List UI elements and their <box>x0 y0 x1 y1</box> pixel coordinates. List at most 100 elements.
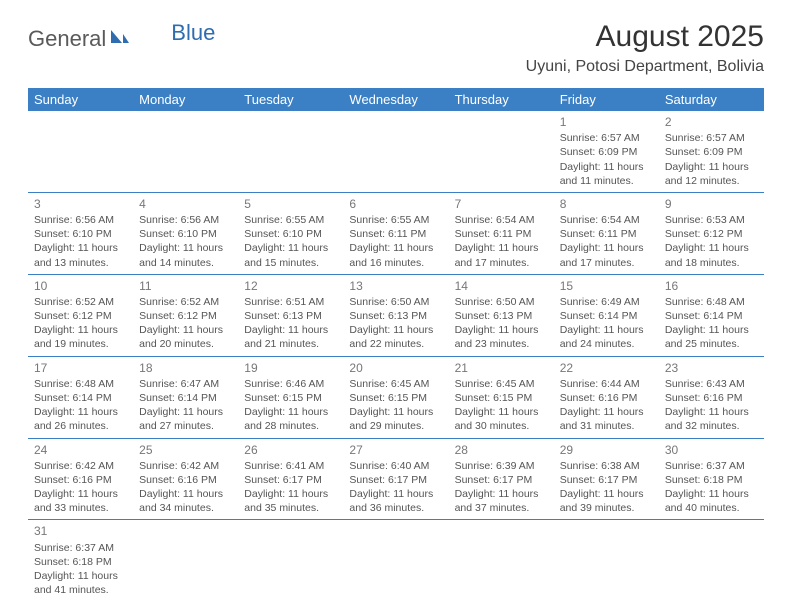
daylight-text: Daylight: 11 hours and 29 minutes. <box>349 405 442 433</box>
sunrise-text: Sunrise: 6:48 AM <box>665 295 758 309</box>
calendar-week-row: 1Sunrise: 6:57 AMSunset: 6:09 PMDaylight… <box>28 111 764 192</box>
sunset-text: Sunset: 6:10 PM <box>34 227 127 241</box>
page-subtitle: Uyuni, Potosi Department, Bolivia <box>526 58 764 76</box>
day-number: 23 <box>665 360 758 376</box>
calendar-cell: 23Sunrise: 6:43 AMSunset: 6:16 PMDayligh… <box>659 356 764 438</box>
logo-text-1: General <box>28 26 106 52</box>
day-number: 9 <box>665 196 758 212</box>
day-number: 1 <box>560 114 653 130</box>
sunset-text: Sunset: 6:09 PM <box>665 145 758 159</box>
daylight-text: Daylight: 11 hours and 12 minutes. <box>665 160 758 188</box>
sunrise-text: Sunrise: 6:52 AM <box>139 295 232 309</box>
day-number: 28 <box>455 442 548 458</box>
sunset-text: Sunset: 6:18 PM <box>34 555 127 569</box>
day-number: 13 <box>349 278 442 294</box>
sunset-text: Sunset: 6:12 PM <box>34 309 127 323</box>
daylight-text: Daylight: 11 hours and 17 minutes. <box>560 241 653 269</box>
sunset-text: Sunset: 6:14 PM <box>34 391 127 405</box>
calendar-cell: 9Sunrise: 6:53 AMSunset: 6:12 PMDaylight… <box>659 192 764 274</box>
calendar-cell: 10Sunrise: 6:52 AMSunset: 6:12 PMDayligh… <box>28 274 133 356</box>
day-number: 24 <box>34 442 127 458</box>
calendar-week-row: 31Sunrise: 6:37 AMSunset: 6:18 PMDayligh… <box>28 520 764 601</box>
sunset-text: Sunset: 6:16 PM <box>560 391 653 405</box>
calendar-cell <box>343 111 448 192</box>
calendar-cell: 24Sunrise: 6:42 AMSunset: 6:16 PMDayligh… <box>28 438 133 520</box>
sunset-text: Sunset: 6:14 PM <box>560 309 653 323</box>
sunrise-text: Sunrise: 6:55 AM <box>244 213 337 227</box>
daylight-text: Daylight: 11 hours and 31 minutes. <box>560 405 653 433</box>
calendar-cell: 6Sunrise: 6:55 AMSunset: 6:11 PMDaylight… <box>343 192 448 274</box>
daylight-text: Daylight: 11 hours and 22 minutes. <box>349 323 442 351</box>
calendar-cell <box>133 111 238 192</box>
day-number: 25 <box>139 442 232 458</box>
daylight-text: Daylight: 11 hours and 11 minutes. <box>560 160 653 188</box>
daylight-text: Daylight: 11 hours and 18 minutes. <box>665 241 758 269</box>
sunset-text: Sunset: 6:15 PM <box>244 391 337 405</box>
col-friday: Friday <box>554 88 659 111</box>
day-number: 17 <box>34 360 127 376</box>
calendar-cell: 15Sunrise: 6:49 AMSunset: 6:14 PMDayligh… <box>554 274 659 356</box>
daylight-text: Daylight: 11 hours and 36 minutes. <box>349 487 442 515</box>
sunrise-text: Sunrise: 6:38 AM <box>560 459 653 473</box>
daylight-text: Daylight: 11 hours and 23 minutes. <box>455 323 548 351</box>
sunrise-text: Sunrise: 6:53 AM <box>665 213 758 227</box>
col-sunday: Sunday <box>28 88 133 111</box>
sunrise-text: Sunrise: 6:55 AM <box>349 213 442 227</box>
calendar-cell: 7Sunrise: 6:54 AMSunset: 6:11 PMDaylight… <box>449 192 554 274</box>
day-number: 19 <box>244 360 337 376</box>
daylight-text: Daylight: 11 hours and 19 minutes. <box>34 323 127 351</box>
daylight-text: Daylight: 11 hours and 27 minutes. <box>139 405 232 433</box>
day-number: 10 <box>34 278 127 294</box>
day-number: 15 <box>560 278 653 294</box>
calendar-cell: 3Sunrise: 6:56 AMSunset: 6:10 PMDaylight… <box>28 192 133 274</box>
sunset-text: Sunset: 6:11 PM <box>560 227 653 241</box>
calendar-cell: 5Sunrise: 6:55 AMSunset: 6:10 PMDaylight… <box>238 192 343 274</box>
sunrise-text: Sunrise: 6:50 AM <box>349 295 442 309</box>
daylight-text: Daylight: 11 hours and 41 minutes. <box>34 569 127 597</box>
sunset-text: Sunset: 6:12 PM <box>139 309 232 323</box>
daylight-text: Daylight: 11 hours and 25 minutes. <box>665 323 758 351</box>
daylight-text: Daylight: 11 hours and 33 minutes. <box>34 487 127 515</box>
day-number: 6 <box>349 196 442 212</box>
col-thursday: Thursday <box>449 88 554 111</box>
calendar-cell: 30Sunrise: 6:37 AMSunset: 6:18 PMDayligh… <box>659 438 764 520</box>
daylight-text: Daylight: 11 hours and 17 minutes. <box>455 241 548 269</box>
calendar-cell: 27Sunrise: 6:40 AMSunset: 6:17 PMDayligh… <box>343 438 448 520</box>
day-number: 8 <box>560 196 653 212</box>
sunset-text: Sunset: 6:17 PM <box>455 473 548 487</box>
daylight-text: Daylight: 11 hours and 13 minutes. <box>34 241 127 269</box>
sunset-text: Sunset: 6:12 PM <box>665 227 758 241</box>
sunset-text: Sunset: 6:09 PM <box>560 145 653 159</box>
sunrise-text: Sunrise: 6:50 AM <box>455 295 548 309</box>
calendar-cell <box>238 111 343 192</box>
sunset-text: Sunset: 6:17 PM <box>560 473 653 487</box>
calendar-cell <box>28 111 133 192</box>
sunset-text: Sunset: 6:14 PM <box>665 309 758 323</box>
calendar-week-row: 10Sunrise: 6:52 AMSunset: 6:12 PMDayligh… <box>28 274 764 356</box>
col-tuesday: Tuesday <box>238 88 343 111</box>
title-block: August 2025 Uyuni, Potosi Department, Bo… <box>526 20 764 76</box>
sunrise-text: Sunrise: 6:41 AM <box>244 459 337 473</box>
sunrise-text: Sunrise: 6:37 AM <box>34 541 127 555</box>
logo-text-2: Blue <box>171 20 215 46</box>
calendar-cell: 13Sunrise: 6:50 AMSunset: 6:13 PMDayligh… <box>343 274 448 356</box>
day-number: 2 <box>665 114 758 130</box>
calendar-cell <box>449 520 554 601</box>
calendar-cell: 31Sunrise: 6:37 AMSunset: 6:18 PMDayligh… <box>28 520 133 601</box>
sunrise-text: Sunrise: 6:56 AM <box>139 213 232 227</box>
sunset-text: Sunset: 6:16 PM <box>139 473 232 487</box>
calendar-header-row: Sunday Monday Tuesday Wednesday Thursday… <box>28 88 764 111</box>
sunset-text: Sunset: 6:13 PM <box>244 309 337 323</box>
calendar-cell: 14Sunrise: 6:50 AMSunset: 6:13 PMDayligh… <box>449 274 554 356</box>
calendar-week-row: 17Sunrise: 6:48 AMSunset: 6:14 PMDayligh… <box>28 356 764 438</box>
day-number: 14 <box>455 278 548 294</box>
sunrise-text: Sunrise: 6:37 AM <box>665 459 758 473</box>
col-saturday: Saturday <box>659 88 764 111</box>
day-number: 29 <box>560 442 653 458</box>
calendar-cell: 2Sunrise: 6:57 AMSunset: 6:09 PMDaylight… <box>659 111 764 192</box>
sunrise-text: Sunrise: 6:42 AM <box>34 459 127 473</box>
day-number: 27 <box>349 442 442 458</box>
day-number: 5 <box>244 196 337 212</box>
calendar-cell: 4Sunrise: 6:56 AMSunset: 6:10 PMDaylight… <box>133 192 238 274</box>
day-number: 18 <box>139 360 232 376</box>
